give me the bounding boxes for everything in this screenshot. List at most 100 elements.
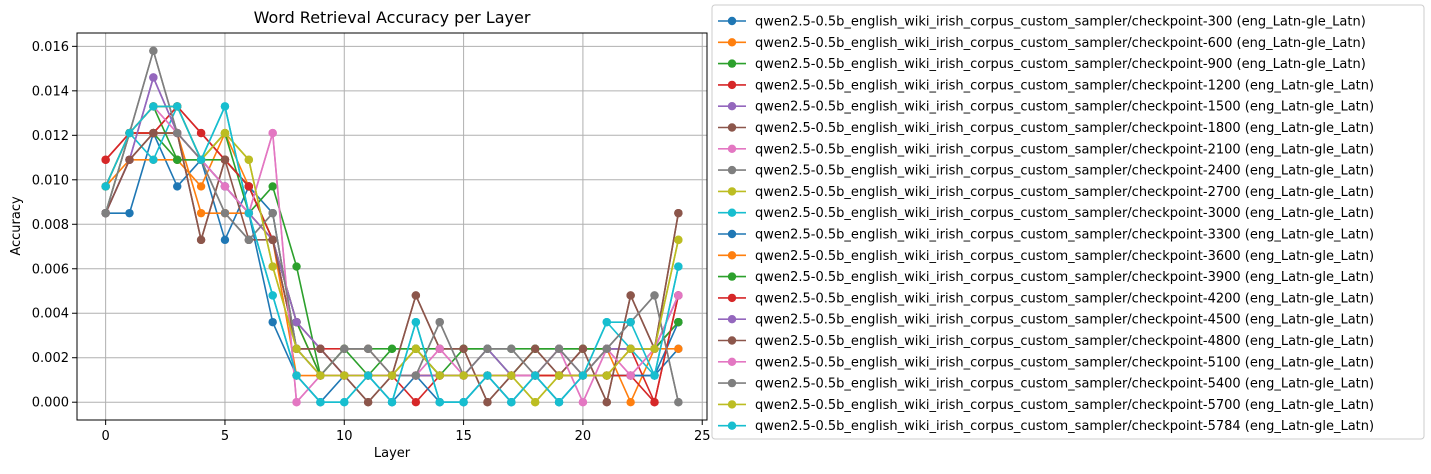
data-point [196,128,206,138]
legend-entry: qwen2.5-0.5b_english_wiki_irish_corpus_c… [718,270,1374,285]
legend-entry: qwen2.5-0.5b_english_wiki_irish_corpus_c… [718,334,1374,349]
data-point [674,262,683,271]
legend-swatch-marker [727,123,737,132]
data-point [268,235,277,245]
data-point [674,317,683,327]
y-tick-label: 0.002 [32,351,69,366]
legend-swatch-marker [727,59,737,68]
data-point [387,398,397,407]
data-point [220,208,230,218]
data-point [196,208,206,218]
data-point [507,398,516,407]
data-point [125,128,134,138]
legend-swatch-marker [727,357,737,366]
legend-entry: qwen2.5-0.5b_english_wiki_irish_corpus_c… [718,377,1374,392]
data-point [507,344,516,354]
legend-swatch-marker [727,272,737,281]
x-tick-label: 15 [455,429,472,444]
data-point [483,344,492,354]
data-point [268,208,277,218]
legend-entry: qwen2.5-0.5b_english_wiki_irish_corpus_c… [718,355,1374,370]
data-point [554,344,564,354]
legend-swatch-marker [727,16,737,26]
data-point [244,235,254,245]
legend-swatch-marker [727,165,737,175]
data-point [292,398,301,407]
legend-entry: qwen2.5-0.5b_english_wiki_irish_corpus_c… [718,78,1374,93]
legend-entry: qwen2.5-0.5b_english_wiki_irish_corpus_c… [718,164,1374,179]
data-point [196,155,206,164]
legend-entry: qwen2.5-0.5b_english_wiki_irish_corpus_c… [718,15,1366,30]
legend-label: qwen2.5-0.5b_english_wiki_irish_corpus_c… [755,398,1374,413]
legend-entry: qwen2.5-0.5b_english_wiki_irish_corpus_c… [718,228,1374,243]
legend-swatch-marker [727,229,737,239]
data-point [578,344,588,354]
axes: 0 5 10 15 20 25 0.000 0.002 0.004 0.006 0.008 0.010… [32,40,711,444]
legend-swatch-marker [727,336,737,345]
data-point [674,344,683,354]
data-point [435,371,444,380]
data-point [387,344,397,354]
data-point [411,317,421,327]
data-point [650,291,659,300]
legend-label: qwen2.5-0.5b_english_wiki_irish_corpus_c… [755,36,1366,51]
legend-label: qwen2.5-0.5b_english_wiki_irish_corpus_c… [755,206,1374,221]
data-point [459,398,468,407]
legend-swatch-marker [727,400,737,409]
legend-entry: qwen2.5-0.5b_english_wiki_irish_corpus_c… [718,142,1374,157]
data-point [674,398,683,407]
data-point [268,317,277,327]
data-point [363,371,373,380]
legend-label: qwen2.5-0.5b_english_wiki_irish_corpus_c… [755,291,1374,306]
legend-label: qwen2.5-0.5b_english_wiki_irish_corpus_c… [755,164,1374,179]
legend: qwen2.5-0.5b_english_wiki_irish_corpus_c… [711,4,1425,440]
data-point [626,291,635,300]
x-tick-label: 0 [101,429,109,444]
data-point [602,398,611,407]
legend-entry: qwen2.5-0.5b_english_wiki_irish_corpus_c… [718,206,1374,221]
data-point [626,371,635,380]
data-point [530,344,540,354]
legend-swatch-marker [727,38,737,47]
data-point [435,344,444,354]
data-point [220,102,230,111]
data-point [149,155,158,164]
legend-swatch-marker [727,80,737,90]
data-point [363,344,373,354]
legend-swatch-marker [727,315,737,324]
series-group [101,102,683,407]
data-point [340,371,349,380]
legend-entry: qwen2.5-0.5b_english_wiki_irish_corpus_c… [718,249,1374,264]
legend-entry: qwen2.5-0.5b_english_wiki_irish_corpus_c… [718,398,1374,413]
data-point [554,398,564,407]
data-point [244,155,254,164]
legend-label: qwen2.5-0.5b_english_wiki_irish_corpus_c… [755,121,1374,136]
data-point [173,128,182,138]
legend-label: qwen2.5-0.5b_english_wiki_irish_corpus_c… [755,100,1374,115]
data-point [316,371,325,380]
legend-swatch-marker [727,187,737,196]
data-point [483,398,492,407]
legend-entry: qwen2.5-0.5b_english_wiki_irish_corpus_c… [718,36,1366,51]
data-point [149,102,158,111]
legend-entry: qwen2.5-0.5b_english_wiki_irish_corpus_c… [718,419,1374,434]
data-point [483,371,492,380]
data-point [626,398,635,407]
x-tick-label: 5 [221,429,229,444]
legend-swatch-marker [727,208,737,217]
data-point [220,155,230,164]
data-point [626,344,635,354]
data-point [435,317,444,327]
data-point [125,208,134,218]
data-point [101,208,110,218]
x-axis-label: Layer [374,446,411,461]
data-point [173,182,182,191]
y-axis-label: Accuracy [9,196,24,256]
data-point [173,102,182,111]
legend-label: qwen2.5-0.5b_english_wiki_irish_corpus_c… [755,419,1374,434]
data-point [220,235,230,245]
legend-swatch-marker [727,251,737,260]
y-tick-label: 0.006 [32,262,69,277]
grid [77,33,707,420]
